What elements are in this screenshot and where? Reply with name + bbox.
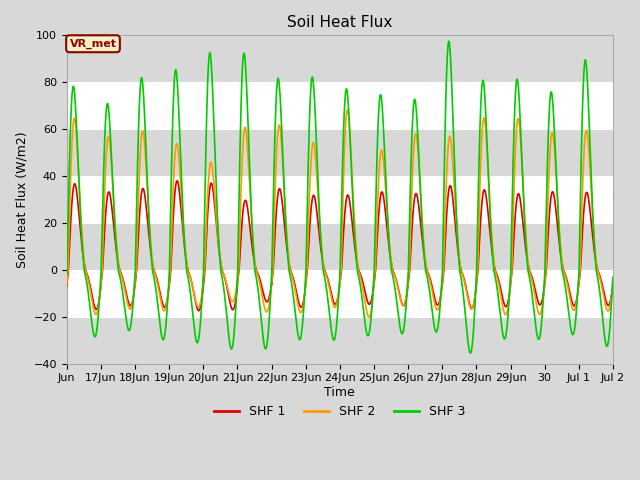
SHF 3 bbox=[531, 313, 538, 319]
SHF 2 bbox=[344, 107, 351, 113]
SHF 1 bbox=[609, 283, 617, 288]
SHF 1 bbox=[490, 260, 497, 265]
SHF 3 bbox=[516, 124, 524, 130]
SHF 3 bbox=[609, 275, 617, 280]
Bar bbox=[67, 317, 613, 364]
Text: VR_met: VR_met bbox=[70, 38, 116, 49]
SHF 2 bbox=[176, 169, 184, 175]
SHF 3 bbox=[490, 267, 497, 273]
Bar bbox=[67, 223, 613, 270]
Legend: SHF 1, SHF 2, SHF 3: SHF 1, SHF 2, SHF 3 bbox=[209, 400, 470, 423]
SHF 3 bbox=[467, 350, 474, 356]
SHF 2 bbox=[63, 282, 70, 288]
SHF 3 bbox=[360, 311, 368, 317]
SHF 2 bbox=[390, 270, 397, 276]
Y-axis label: Soil Heat Flux (W/m2): Soil Heat Flux (W/m2) bbox=[15, 131, 28, 268]
SHF 3 bbox=[176, 138, 184, 144]
SHF 1 bbox=[176, 196, 184, 202]
Bar bbox=[67, 36, 613, 82]
Bar bbox=[67, 129, 613, 176]
SHF 2 bbox=[490, 256, 497, 262]
SHF 1 bbox=[173, 178, 181, 184]
SHF 2 bbox=[531, 291, 538, 297]
Title: Soil Heat Flux: Soil Heat Flux bbox=[287, 15, 392, 30]
Line: SHF 1: SHF 1 bbox=[67, 181, 613, 311]
SHF 2 bbox=[360, 293, 368, 299]
SHF 1 bbox=[516, 198, 524, 204]
Line: SHF 3: SHF 3 bbox=[67, 41, 613, 353]
X-axis label: Time: Time bbox=[324, 386, 355, 399]
SHF 2 bbox=[365, 314, 373, 320]
SHF 3 bbox=[389, 275, 397, 281]
SHF 1 bbox=[195, 308, 202, 313]
SHF 1 bbox=[390, 269, 397, 275]
SHF 1 bbox=[63, 283, 70, 289]
SHF 2 bbox=[516, 136, 524, 142]
Line: SHF 2: SHF 2 bbox=[67, 110, 613, 317]
SHF 2 bbox=[609, 282, 617, 288]
SHF 1 bbox=[531, 284, 538, 290]
SHF 3 bbox=[63, 272, 70, 277]
SHF 1 bbox=[360, 285, 368, 291]
SHF 3 bbox=[445, 38, 452, 44]
